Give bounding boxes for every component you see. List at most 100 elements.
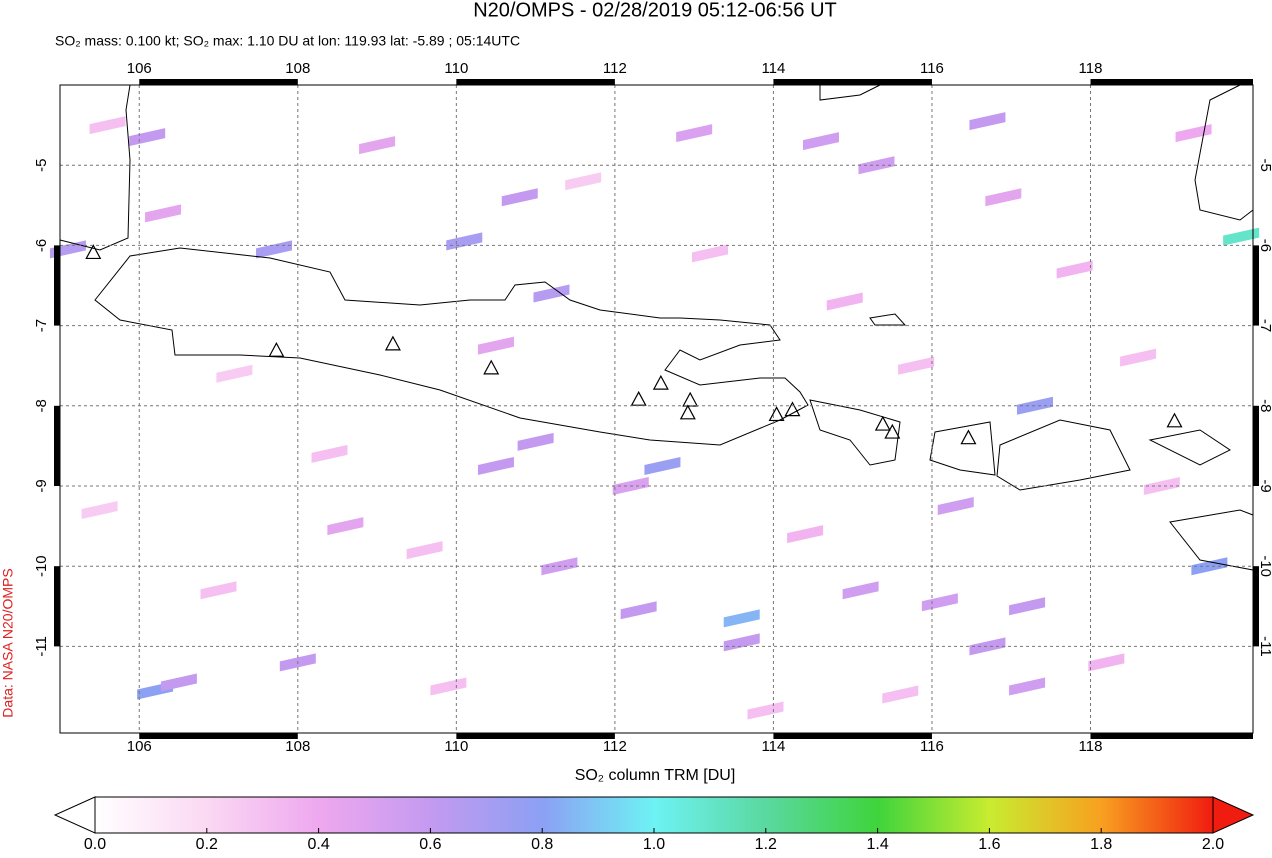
so2-pixel xyxy=(129,128,166,147)
so2-pixel xyxy=(501,188,538,207)
volcano xyxy=(1166,412,1183,428)
x-tick-label-top: 118 xyxy=(1079,60,1103,77)
so2-pixel xyxy=(1175,124,1212,143)
so2-pixel xyxy=(937,497,974,516)
sulawesi-coast xyxy=(1194,84,1254,221)
colorbar-tick-label: 1.8 xyxy=(1090,836,1112,853)
so2-pixel xyxy=(533,284,570,303)
x-tick-label-bottom: 110 xyxy=(444,738,468,755)
x-tick-label-top: 114 xyxy=(761,60,785,77)
x-tick-label-top: 116 xyxy=(920,60,944,77)
volcano xyxy=(384,335,401,351)
volcano xyxy=(679,404,696,420)
so2-pixel xyxy=(89,116,126,135)
colorbar-over xyxy=(1212,796,1255,834)
colorbar-tick-label: 0.0 xyxy=(84,836,106,853)
volcano xyxy=(784,401,801,417)
so2-pixel xyxy=(145,204,182,223)
frame-segment xyxy=(139,733,298,739)
so2-pixel xyxy=(1056,260,1093,279)
so2-pixel xyxy=(1088,653,1125,672)
so2-pixel xyxy=(1143,476,1180,495)
so2-pixel xyxy=(565,172,602,191)
frame-segment xyxy=(54,566,60,647)
so2-pixel xyxy=(747,701,784,720)
x-tick-label-bottom: 118 xyxy=(1079,738,1103,755)
so2-pixel xyxy=(1191,557,1228,576)
so2-pixel xyxy=(1009,597,1046,616)
so2-pixel xyxy=(1120,348,1157,367)
volcano xyxy=(652,374,669,390)
so2-pixel xyxy=(921,593,958,612)
volcano xyxy=(85,244,102,260)
sumbawa-coast xyxy=(996,419,1131,491)
so2-pixel xyxy=(723,609,760,628)
so2-pixel xyxy=(802,132,839,151)
colorbar-tick-label: 2.0 xyxy=(1202,836,1224,853)
so2-pixel xyxy=(1017,396,1054,415)
x-tick-label-top: 110 xyxy=(444,60,468,77)
colorbar-tick-label: 0.6 xyxy=(419,836,441,853)
y-tick-label-right: -10 xyxy=(1257,555,1272,577)
frame-segment xyxy=(456,733,615,739)
x-tick-label-bottom: 106 xyxy=(127,738,152,755)
frame-segment xyxy=(1090,733,1253,739)
so2-pixel xyxy=(969,112,1006,131)
y-tick-label-right: -8 xyxy=(1257,399,1272,412)
so2-pixel xyxy=(406,541,443,560)
y-tick-label-left: -10 xyxy=(33,555,50,577)
so2-pixel xyxy=(985,188,1022,207)
frame-segment xyxy=(773,79,932,85)
frame-segment xyxy=(773,733,932,739)
colorbar-tick-label: 0.2 xyxy=(196,836,218,853)
colorbar-tick-label: 1.4 xyxy=(866,836,888,853)
so2-pixel xyxy=(692,244,729,263)
so2-pixel xyxy=(787,525,824,544)
so2-pixel xyxy=(327,517,364,536)
source-label: Data: NASA N20/OMPS xyxy=(0,568,16,717)
java-coast xyxy=(94,247,809,446)
y-tick-label-right: -7 xyxy=(1257,319,1272,332)
so2-pixel xyxy=(430,677,467,696)
so2-pixel xyxy=(477,456,514,475)
so2-pixel xyxy=(620,601,657,620)
frame-segment xyxy=(54,245,60,326)
x-tick-label-bottom: 114 xyxy=(761,738,785,755)
so2-pixel xyxy=(160,673,197,692)
so2-pixel xyxy=(81,501,118,520)
frame-segment xyxy=(1253,405,1259,486)
volcano xyxy=(268,341,285,357)
flores-coast xyxy=(1148,429,1231,466)
y-tick-label-left: -11 xyxy=(33,636,50,657)
kalimantan-coast xyxy=(819,84,881,101)
so2-pixel xyxy=(477,336,514,355)
x-tick-label-bottom: 116 xyxy=(920,738,944,755)
x-tick-label-top: 112 xyxy=(603,60,627,77)
y-tick-label-left: -5 xyxy=(33,159,50,172)
colorbar-under xyxy=(53,796,96,834)
y-tick-label-left: -7 xyxy=(33,319,50,332)
volcano xyxy=(768,406,785,422)
x-tick-label-top: 108 xyxy=(285,60,310,77)
colorbar-label: SO₂ column TRM [DU] xyxy=(575,767,736,784)
volcano xyxy=(960,429,977,445)
frame-segment xyxy=(1253,245,1259,326)
volcano xyxy=(884,423,901,439)
volcano xyxy=(630,390,647,406)
so2-pixel xyxy=(969,637,1006,656)
so2-pixel xyxy=(1009,677,1046,696)
frame-segment xyxy=(54,405,60,486)
so2-pixel xyxy=(446,232,483,251)
colorbar xyxy=(94,796,1214,834)
so2-pixel xyxy=(200,581,237,600)
y-tick-label-left: -8 xyxy=(33,399,50,412)
colorbar-tick-label: 1.6 xyxy=(978,836,1000,853)
colorbar-tick-label: 0.8 xyxy=(531,836,553,853)
map-frame xyxy=(59,84,1254,734)
so2-pixel xyxy=(644,456,681,475)
x-tick-label-top: 106 xyxy=(127,60,152,77)
y-tick-label-right: -11 xyxy=(1257,636,1272,657)
so2-pixel xyxy=(826,292,863,311)
y-tick-label-right: -6 xyxy=(1257,239,1272,252)
